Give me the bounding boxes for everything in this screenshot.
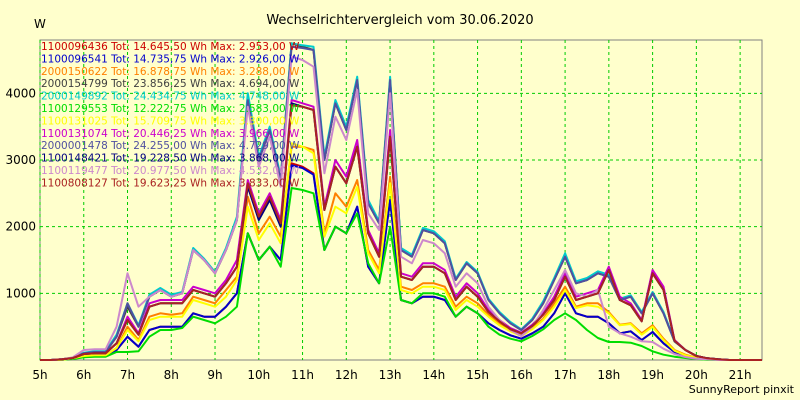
legend-entry: 1100096436 Tot: 14.645,50 Wh Max: 2.953,…: [41, 41, 300, 53]
x-tick-label: 15h: [466, 368, 489, 382]
series-line: [40, 55, 762, 361]
legend-entry: 2000150622 Tot: 16.878,75 Wh Max: 3.288,…: [41, 66, 300, 78]
x-tick-label: 8h: [164, 368, 179, 382]
x-tick-label: 11h: [291, 368, 314, 382]
x-tick-label: 18h: [597, 368, 620, 382]
legend-entry: 1100131074 Tot: 20.446,25 Wh Max: 3.966,…: [41, 128, 300, 140]
x-tick-label: 13h: [379, 368, 402, 382]
x-tick-label: 7h: [120, 368, 135, 382]
legend-entry: 1100808127 Tot: 19.623,25 Wh Max: 3.833,…: [41, 177, 300, 189]
legend-entry: 1100119477 Tot: 20.977,50 Wh Max: 4.532,…: [41, 165, 300, 177]
series-line: [40, 187, 762, 361]
x-tick-label: 10h: [247, 368, 270, 382]
x-tick-label: 9h: [207, 368, 222, 382]
legend-entry: 1100129553 Tot: 12.222,75 Wh Max: 2.583,…: [41, 103, 300, 115]
series-line: [40, 142, 762, 361]
legend: 1100096436 Tot: 14.645,50 Wh Max: 2.953,…: [41, 41, 300, 189]
legend-entry: 2000154799 Tot: 23.856,25 Wh Max: 4.694,…: [41, 78, 300, 90]
x-tick-label: 21h: [729, 368, 752, 382]
x-tick-label: 19h: [641, 368, 664, 382]
legend-entry: 1100148421 Tot: 19.228,50 Wh Max: 3.868,…: [41, 153, 300, 165]
x-tick-label: 5h: [32, 368, 47, 382]
chart-title: Wechselrichtervergleich vom 30.06.2020: [266, 13, 533, 28]
legend-entry: 1100131025 Tot: 15.709,75 Wh Max: 3.300,…: [41, 115, 300, 127]
credit-text: SunnyReport pinxit: [689, 383, 795, 396]
legend-entry: 2000149892 Tot: 24.434,75 Wh Max: 4.748,…: [41, 91, 300, 103]
y-axis-ticks: 1000 2000 3000 4000: [5, 86, 36, 300]
series-line: [40, 104, 762, 361]
x-tick-label: 6h: [76, 368, 91, 382]
y-tick-label: 1000: [5, 286, 36, 300]
x-tick-label: 14h: [422, 368, 445, 382]
x-tick-label: 20h: [685, 368, 708, 382]
y-tick-label: 3000: [5, 153, 36, 167]
x-axis-ticks: 5h 6h 7h 8h 9h 10h 11h 12h 13h 14h 15h 16h 17h 18h 19h…: [32, 368, 751, 382]
legend-entry: 1100096541 Tot: 14.735,75 Wh Max: 2.926,…: [41, 53, 300, 65]
x-tick-label: 17h: [554, 368, 577, 382]
x-tick-label: 12h: [335, 368, 358, 382]
series-layer: [40, 42, 762, 361]
x-tick-label: 16h: [510, 368, 533, 382]
y-tick-label: 4000: [5, 86, 36, 100]
y-axis-unit: W: [34, 17, 46, 31]
y-tick-label: 2000: [5, 220, 36, 234]
legend-entry: 2000001478 Tot: 24.255,00 Wh Max: 4.729,…: [41, 140, 300, 152]
